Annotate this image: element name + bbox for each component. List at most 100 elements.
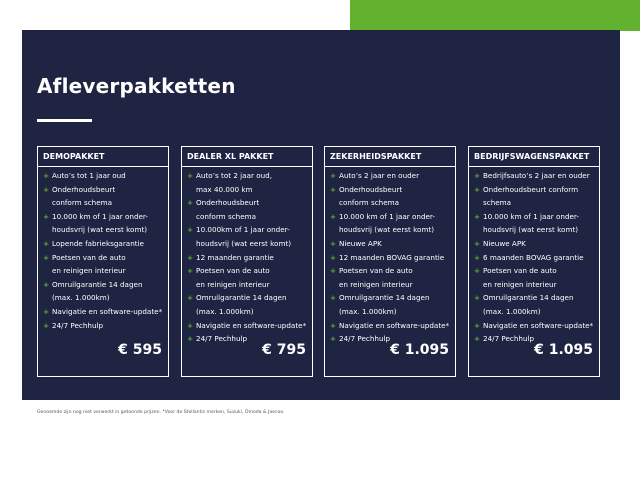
price: € 595 xyxy=(118,342,162,358)
feature-item: + Bedrijfsauto’s 2 jaar en ouder xyxy=(474,169,590,183)
plus-icon: + xyxy=(43,239,50,248)
plus-icon: + xyxy=(187,171,194,180)
feature-text: conform schema xyxy=(196,211,257,221)
card-title: DEMOPAKKET xyxy=(43,152,105,161)
price: € 1.095 xyxy=(534,342,593,358)
feature-item: + Nieuwe APK xyxy=(474,237,526,251)
feature-text: Navigatie en software-update* xyxy=(483,320,594,330)
feature-item: +6 maanden BOVAG garantie xyxy=(474,251,584,265)
card-title: ZEKERHEIDSPAKKET xyxy=(330,152,422,161)
feature-item: + Onderhoudsbeurt conform schema xyxy=(330,183,402,210)
feature-text: Onderhoudsbeurt xyxy=(196,198,260,208)
feature-item: +12 maanden garantie xyxy=(187,251,274,265)
plus-icon: + xyxy=(330,293,337,303)
feature-text: Navigatie en software-update* xyxy=(52,307,163,316)
package-card: DEMOPAKKET + Auto’s tot 1 jaar oud + Onderho… xyxy=(37,146,169,377)
feature-item: +10.000 km of 1 jaar onder-houdsvrij (wa… xyxy=(330,210,435,237)
plus-icon: + xyxy=(187,225,194,235)
feature-text: Omruilgarantie 14 dagen xyxy=(196,293,287,303)
feature-item: +10.000km of 1 jaar onder-houdsvrij (wat… xyxy=(187,223,291,250)
feature-text: Omruilgarantie 14 dagen xyxy=(52,279,143,289)
plus-icon: + xyxy=(43,184,50,194)
plus-icon: + xyxy=(187,334,194,344)
feature-item: + Omruilgarantie 14 dagen (max. 1.000km) xyxy=(330,291,430,318)
plus-icon: + xyxy=(474,252,481,262)
feature-item: +24/7 Pechhulp xyxy=(43,319,103,333)
feature-text: Onderhoudsbeurt xyxy=(339,184,403,194)
feature-text: en reinigen interieur xyxy=(483,279,557,289)
feature-text: en reinigen interieur xyxy=(339,279,413,289)
feature-text: (max. 1.000km) xyxy=(196,306,254,316)
feature-text: Bedrijfsauto’s 2 jaar en ouder xyxy=(483,171,590,180)
plus-icon: + xyxy=(330,320,337,330)
feature-item: + Poetsen van de auto en reinigen interieu… xyxy=(43,251,126,278)
package-card: BEDRIJFSWAGENSPAKKET + Bedrijfsauto’s 2 ja… xyxy=(468,146,600,377)
card-rule xyxy=(469,166,599,167)
feature-text: Auto’s tot 1 jaar oud xyxy=(52,171,126,180)
feature-text: conform schema xyxy=(52,198,113,208)
plus-icon: + xyxy=(330,171,337,180)
feature-text: Poetsen van de auto xyxy=(483,266,557,276)
feature-item: +24/7 Pechhulp xyxy=(474,332,534,346)
feature-text: conform schema xyxy=(339,198,400,208)
feature-text: Lopende fabrieksgarantie xyxy=(52,239,144,248)
plus-icon: + xyxy=(187,320,194,330)
feature-text: 12 maanden garantie xyxy=(196,252,274,262)
feature-text: Poetsen van de auto xyxy=(52,252,126,262)
card-rule xyxy=(38,166,168,167)
title: Afleverpakketten xyxy=(37,74,236,98)
feature-item: +24/7 Pechhulp xyxy=(187,332,247,346)
feature-item: + Auto’s 2 jaar en ouder xyxy=(330,169,419,183)
feature-item: + Onderhoudsbeurt conform schema xyxy=(187,196,259,223)
feature-item: + Auto’s tot 1 jaar oud xyxy=(43,169,126,183)
feature-text: (max. 1.000km) xyxy=(52,293,110,303)
feature-text: Poetsen van de auto xyxy=(196,266,270,276)
price: € 1.095 xyxy=(390,342,449,358)
plus-icon: + xyxy=(43,211,50,221)
package-card: DEALER XL PAKKET + Auto’s tot 2 jaar oud, m… xyxy=(181,146,313,377)
feature-item: + Poetsen van de auto en reinigen interieu… xyxy=(187,264,270,291)
plus-icon: + xyxy=(474,211,481,221)
plus-icon: + xyxy=(330,211,337,221)
card-title: DEALER XL PAKKET xyxy=(187,152,274,161)
card-rule xyxy=(182,166,312,167)
footnote: Genoemde zijn nog niet verwerkt in getoo… xyxy=(37,410,285,415)
card-rule xyxy=(325,166,455,167)
feature-item: +24/7 Pechhulp xyxy=(330,332,390,346)
feature-text: en reinigen interieur xyxy=(52,266,126,276)
feature-text: Onderhoudsbeurt conform xyxy=(483,184,579,194)
feature-text: Navigatie en software-update* xyxy=(339,320,450,330)
accent-block xyxy=(350,0,640,31)
feature-item: + Navigatie en software-update* xyxy=(187,319,306,333)
feature-item: + Omruilgarantie 14 dagen (max. 1.000km) xyxy=(43,278,143,305)
plus-icon: + xyxy=(330,239,337,248)
plus-icon: + xyxy=(474,334,481,344)
feature-text: Auto’s 2 jaar en ouder xyxy=(339,171,420,180)
feature-item: +12 maanden BOVAG garantie xyxy=(330,251,444,265)
plus-icon: + xyxy=(43,307,50,316)
feature-text: Nieuwe APK xyxy=(339,239,382,248)
card-title: BEDRIJFSWAGENSPAKKET xyxy=(474,152,590,161)
plus-icon: + xyxy=(43,171,50,180)
feature-item: + Onderhoudsbeurt conform schema xyxy=(474,183,578,210)
feature-item: + Navigatie en software-update* xyxy=(330,319,449,333)
plus-icon: + xyxy=(330,184,337,194)
feature-text: (max. 1.000km) xyxy=(483,306,541,316)
feature-item: + Omruilgarantie 14 dagen (max. 1.000km) xyxy=(187,291,287,318)
plus-icon: + xyxy=(187,266,194,276)
plus-icon: + xyxy=(330,252,337,262)
feature-text: Onderhoudsbeurt xyxy=(52,184,116,194)
feature-item: + Omruilgarantie 14 dagen (max. 1.000km) xyxy=(474,291,574,318)
feature-text: 24/7 Pechhulp xyxy=(52,320,104,330)
feature-text: 12 maanden BOVAG garantie xyxy=(339,252,445,262)
plus-icon: + xyxy=(474,293,481,303)
feature-text: houdsvrij (wat eerst komt) xyxy=(483,225,579,235)
feature-item: +10.000 km of 1 jaar onder-houdsvrij (wa… xyxy=(474,210,579,237)
feature-text: Omruilgarantie 14 dagen xyxy=(483,293,574,303)
feature-item: + Navigatie en software-update* xyxy=(474,319,593,333)
title-rule xyxy=(37,119,92,122)
feature-item: + Navigatie en software-update* xyxy=(43,305,162,319)
feature-item: + Auto’s tot 2 jaar oud, max 40.000 km xyxy=(187,169,272,196)
feature-text: en reinigen interieur xyxy=(196,279,270,289)
